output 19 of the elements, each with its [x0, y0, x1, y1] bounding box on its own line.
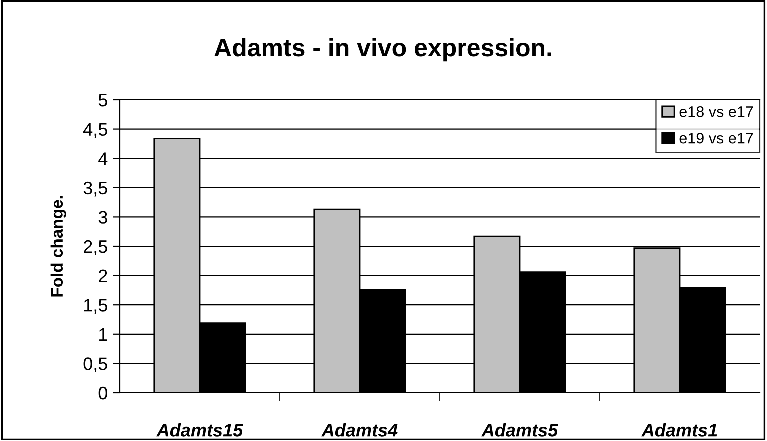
x-tick-label: Adamts4 [322, 424, 398, 437]
y-tick-label: 5 [98, 94, 108, 107]
x-tick-label: Adamts15 [156, 424, 244, 437]
y-tick-label: 2,5 [84, 240, 108, 256]
y-tick-label: 4,5 [84, 123, 108, 138]
y-tick-label: 0 [98, 386, 108, 400]
legend-label: e18 vs e17 [680, 106, 754, 118]
x-tick-label: Adamts1 [642, 424, 718, 437]
y-tick-label: 4 [98, 152, 108, 166]
y-tick-label: 2 [99, 270, 108, 282]
legend-label: e19 vs e17 [680, 132, 754, 144]
y-axis-title: Fold change. [50, 196, 66, 297]
y-tick-label: 3 [98, 211, 108, 224]
chart-title: Adamts - in vivo expression. [214, 38, 552, 62]
y-tick-label: 1 [100, 328, 108, 341]
y-tick-label: 0,5 [84, 358, 108, 373]
y-tick-label: 3,5 [84, 182, 108, 197]
x-tick-label: Adamts5 [482, 424, 558, 437]
y-tick-label: 1,5 [84, 299, 108, 314]
